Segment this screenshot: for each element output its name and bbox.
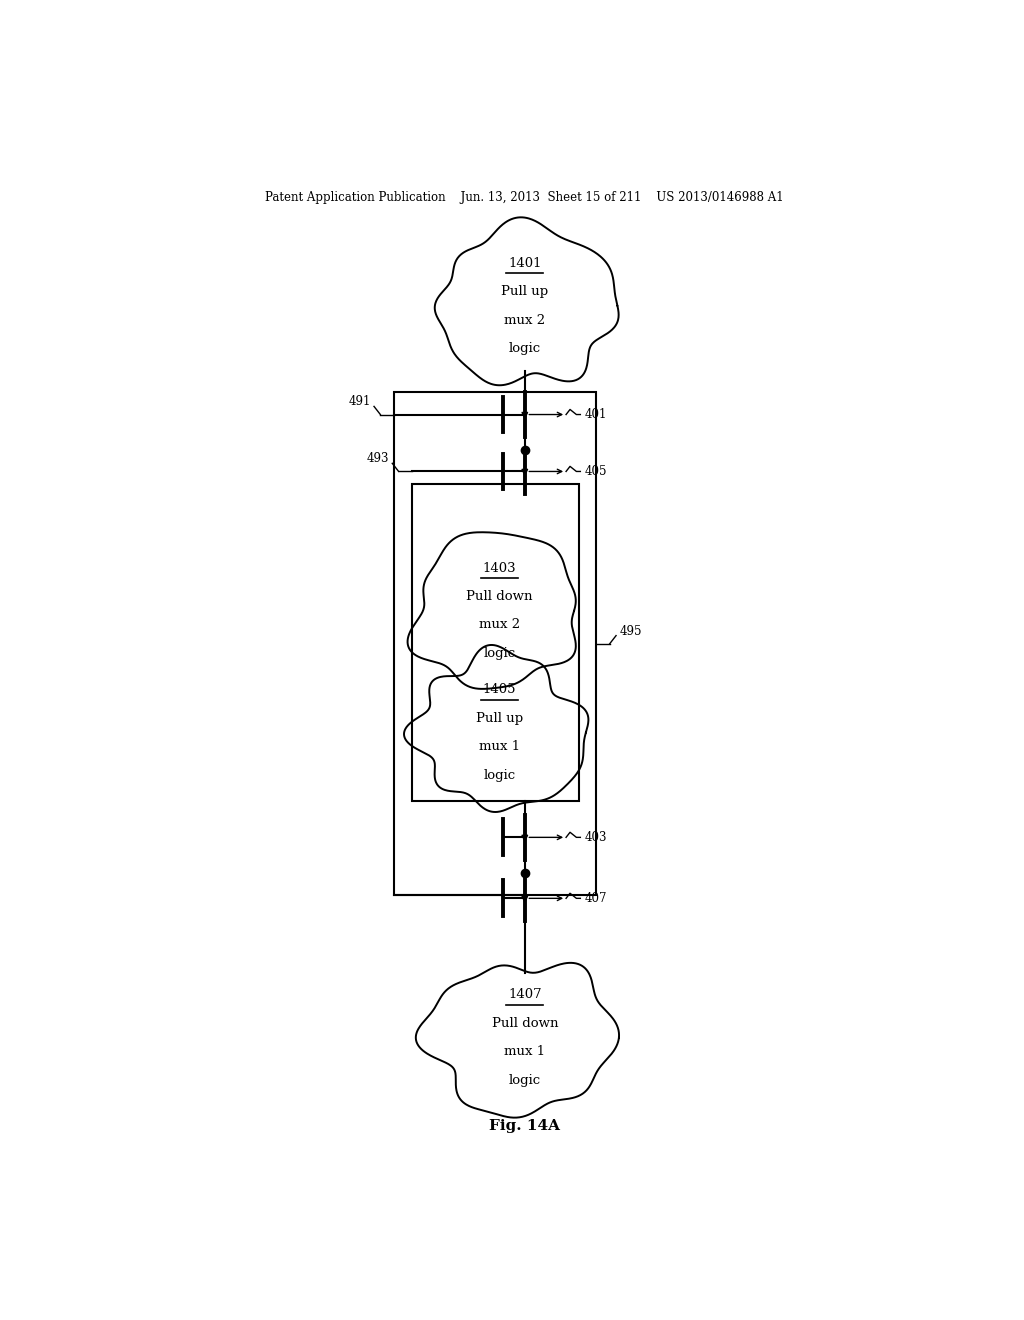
Text: 495: 495 <box>620 624 642 638</box>
Bar <box>412 483 579 801</box>
Text: 491: 491 <box>348 396 371 408</box>
Text: Pull up: Pull up <box>501 285 549 298</box>
Text: logic: logic <box>509 342 541 355</box>
Text: mux 1: mux 1 <box>504 1045 546 1059</box>
Text: mux 2: mux 2 <box>504 314 546 326</box>
Bar <box>394 392 596 895</box>
Text: Pull down: Pull down <box>466 590 532 603</box>
Text: logic: logic <box>483 768 515 781</box>
Text: 1403: 1403 <box>482 561 516 574</box>
Text: Patent Application Publication    Jun. 13, 2013  Sheet 15 of 211    US 2013/0146: Patent Application Publication Jun. 13, … <box>265 190 784 203</box>
Text: 1405: 1405 <box>482 684 516 697</box>
Text: 405: 405 <box>585 465 607 478</box>
Text: logic: logic <box>509 1073 541 1086</box>
Text: 401: 401 <box>585 408 606 421</box>
Text: mux 1: mux 1 <box>479 741 520 754</box>
Text: Pull up: Pull up <box>476 711 523 725</box>
Text: Fig. 14A: Fig. 14A <box>489 1119 560 1133</box>
Text: 493: 493 <box>367 453 389 466</box>
Text: Pull down: Pull down <box>492 1016 558 1030</box>
Text: logic: logic <box>483 647 515 660</box>
Text: 1401: 1401 <box>508 256 542 269</box>
Text: 403: 403 <box>585 830 607 843</box>
Text: 407: 407 <box>585 892 607 904</box>
Text: mux 2: mux 2 <box>479 619 520 631</box>
Text: 1407: 1407 <box>508 989 542 1002</box>
